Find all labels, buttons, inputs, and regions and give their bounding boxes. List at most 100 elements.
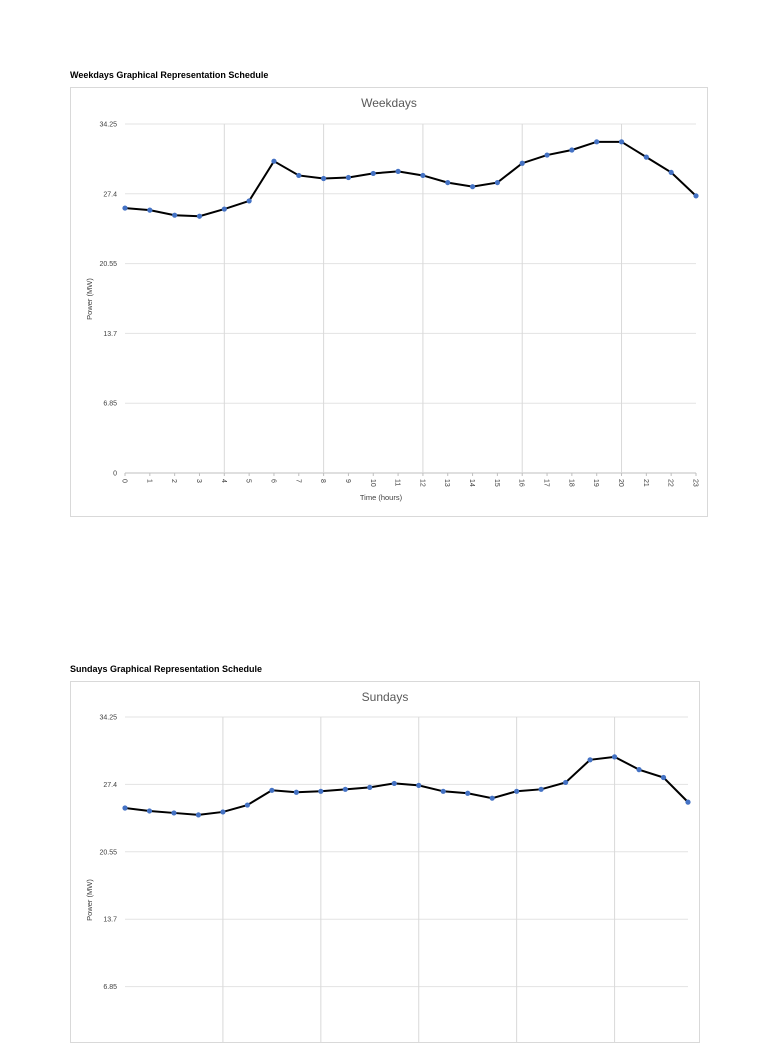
weekdays-x-tick-label: 7: [294, 479, 301, 483]
weekdays-x-tick-label: 4: [220, 479, 227, 483]
sundays-data-point: [195, 812, 202, 818]
sundays-data-point: [293, 789, 299, 795]
sundays-data-point: [563, 779, 569, 786]
weekdays-gridlines: [125, 123, 696, 474]
weekdays-y-axis-label: Power (MW): [85, 278, 94, 320]
sundays-data-point: [636, 767, 642, 773]
weekdays-x-tick-label: 21: [642, 479, 649, 487]
sundays-data-point: [538, 786, 544, 792]
sundays-data-point: [416, 782, 422, 788]
weekdays-data-point: [594, 139, 600, 145]
weekdays-section-title: Weekdays Graphical Representation Schedu…: [70, 70, 269, 80]
sundays-series: [122, 754, 691, 818]
weekdays-x-tick-label: 23: [692, 479, 699, 487]
sundays-data-point: [391, 780, 397, 787]
weekdays-x-tick-label: 0: [121, 479, 128, 483]
weekdays-x-tick-label: 13: [443, 479, 450, 487]
weekdays-x-tick-label: 20: [617, 479, 624, 487]
weekdays-x-tick-label: 2: [170, 479, 177, 483]
weekdays-data-point: [469, 184, 476, 190]
sundays-y-tick-label: 20.55: [99, 849, 117, 856]
weekdays-y-tick-label: 20.55: [99, 261, 117, 268]
weekdays-x-tick-label: 5: [245, 479, 252, 483]
weekdays-x-tick-label: 11: [394, 479, 401, 486]
weekdays-data-point: [147, 207, 153, 213]
weekdays-x-ticks: 0 1 2 3 4 5 6 7 8 9 10 11 12 13 14 15 16 17 18 19 20 21 22 23: [121, 473, 699, 487]
weekdays-data-point: [296, 172, 302, 179]
weekdays-data-point: [271, 158, 277, 164]
weekdays-data-point: [395, 168, 401, 174]
weekdays-x-tick-label: 19: [592, 479, 599, 487]
sundays-y-tick-label: 34.25: [99, 715, 117, 722]
sundays-gridlines: [125, 716, 688, 1042]
weekdays-chart-title: Weekdays: [361, 96, 417, 110]
sundays-data-point: [244, 802, 250, 808]
weekdays-data-point: [519, 160, 525, 166]
weekdays-x-axis-label: Time (hours): [360, 493, 403, 502]
weekdays-y-tick-label: 0: [113, 471, 117, 478]
weekdays-x-tick-label: 15: [493, 479, 500, 487]
sundays-y-tick-label: 13.7: [103, 917, 117, 924]
sundays-data-point: [146, 808, 153, 814]
weekdays-y-ticks: 0 6.85 13.7 20.55 27.4 34.25: [99, 122, 117, 478]
weekdays-x-tick-label: 12: [418, 479, 425, 487]
sundays-data-point: [489, 795, 495, 801]
weekdays-data-point: [494, 179, 500, 186]
sundays-data-point: [269, 787, 275, 793]
weekdays-series: [122, 139, 699, 219]
sundays-section-title: Sundays Graphical Representation Schedul…: [70, 664, 263, 674]
sundays-y-axis-label: Power (MW): [85, 879, 94, 921]
weekdays-data-point: [370, 170, 376, 177]
weekdays-data-point: [246, 198, 252, 204]
weekdays-y-tick-label: 13.7: [103, 331, 117, 338]
weekdays-y-tick-label: 27.4: [103, 191, 117, 198]
weekdays-data-point: [693, 193, 699, 199]
weekdays-data-point: [420, 172, 426, 179]
sundays-data-point: [660, 774, 667, 781]
weekdays-x-tick-label: 10: [369, 479, 376, 487]
sundays-data-point: [122, 805, 128, 811]
weekdays-x-tick-label: 3: [195, 479, 202, 483]
sundays-data-point: [465, 790, 471, 796]
sundays-series-line: [124, 755, 689, 816]
weekdays-data-point: [668, 169, 674, 176]
sundays-data-point: [171, 810, 177, 816]
sundays-data-point: [318, 788, 324, 794]
sundays-y-tick-label: 27.4: [103, 782, 117, 789]
weekdays-data-point: [618, 139, 625, 145]
weekdays-data-point: [321, 175, 327, 182]
sundays-data-point: [342, 786, 348, 792]
weekdays-data-point: [643, 154, 649, 160]
weekdays-x-tick-label: 9: [344, 479, 351, 483]
weekdays-y-tick-label: 34.25: [99, 122, 117, 129]
sundays-data-point: [440, 788, 446, 794]
weekdays-x-tick-label: 18: [567, 479, 574, 487]
weekdays-data-point: [221, 206, 227, 212]
sundays-chart-title: Sundays: [362, 690, 409, 704]
weekdays-series-line: [124, 140, 697, 218]
weekdays-data-point: [172, 212, 178, 218]
sundays-y-tick-label: 6.85: [103, 984, 117, 991]
weekdays-x-tick-label: 22: [667, 479, 674, 487]
weekdays-x-tick-label: 14: [468, 479, 475, 487]
weekdays-x-tick-label: 6: [269, 479, 276, 483]
weekdays-x-tick-label: 16: [518, 479, 525, 487]
weekdays-x-tick-label: 17: [543, 479, 550, 487]
weekdays-x-tick-label: 8: [319, 479, 326, 483]
sundays-data-point: [367, 784, 373, 790]
weekdays-data-point: [196, 213, 203, 219]
sundays-data-point: [220, 809, 226, 815]
sundays-data-point: [685, 799, 691, 805]
sundays-data-point: [514, 788, 520, 794]
sundays-data-point: [611, 754, 618, 760]
sundays-data-point: [587, 757, 593, 763]
weekdays-data-point: [544, 152, 550, 158]
weekdays-data-point: [345, 174, 352, 181]
weekdays-y-tick-label: 6.85: [103, 401, 117, 408]
weekdays-data-point: [445, 179, 451, 186]
